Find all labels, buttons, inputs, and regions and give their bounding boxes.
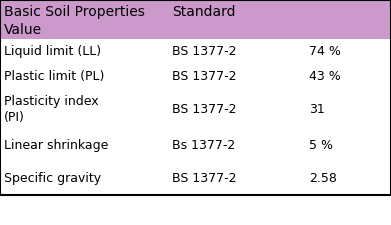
Text: Plasticity index
(PI): Plasticity index (PI) bbox=[4, 95, 99, 124]
Text: 31: 31 bbox=[309, 103, 325, 116]
Text: 74 %: 74 % bbox=[309, 45, 341, 58]
Text: 2.58: 2.58 bbox=[309, 172, 337, 185]
Text: Standard: Standard bbox=[172, 5, 235, 19]
Text: Specific gravity: Specific gravity bbox=[4, 172, 101, 185]
Text: Basic Soil Properties: Basic Soil Properties bbox=[4, 5, 145, 19]
Bar bbox=[0, 129, 391, 162]
Text: BS 1377-2: BS 1377-2 bbox=[172, 70, 237, 83]
Text: BS 1377-2: BS 1377-2 bbox=[172, 172, 237, 185]
Text: Plastic limit (PL): Plastic limit (PL) bbox=[4, 70, 104, 83]
Bar bbox=[0, 39, 391, 41]
Bar bbox=[0, 39, 391, 64]
Text: 5 %: 5 % bbox=[309, 139, 333, 152]
Bar bbox=[0, 89, 391, 129]
Text: BS 1377-2: BS 1377-2 bbox=[172, 45, 237, 58]
Text: Bs 1377-2: Bs 1377-2 bbox=[172, 139, 235, 152]
Text: Linear shrinkage: Linear shrinkage bbox=[4, 139, 108, 152]
Bar bbox=[0, 0, 391, 39]
Text: 43 %: 43 % bbox=[309, 70, 341, 83]
Bar bbox=[0, 162, 391, 195]
Bar bbox=[0, 64, 391, 89]
Text: Value: Value bbox=[4, 22, 42, 36]
Bar bbox=[0, 0, 391, 195]
Text: BS 1377-2: BS 1377-2 bbox=[172, 103, 237, 116]
Text: Liquid limit (LL): Liquid limit (LL) bbox=[4, 45, 101, 58]
